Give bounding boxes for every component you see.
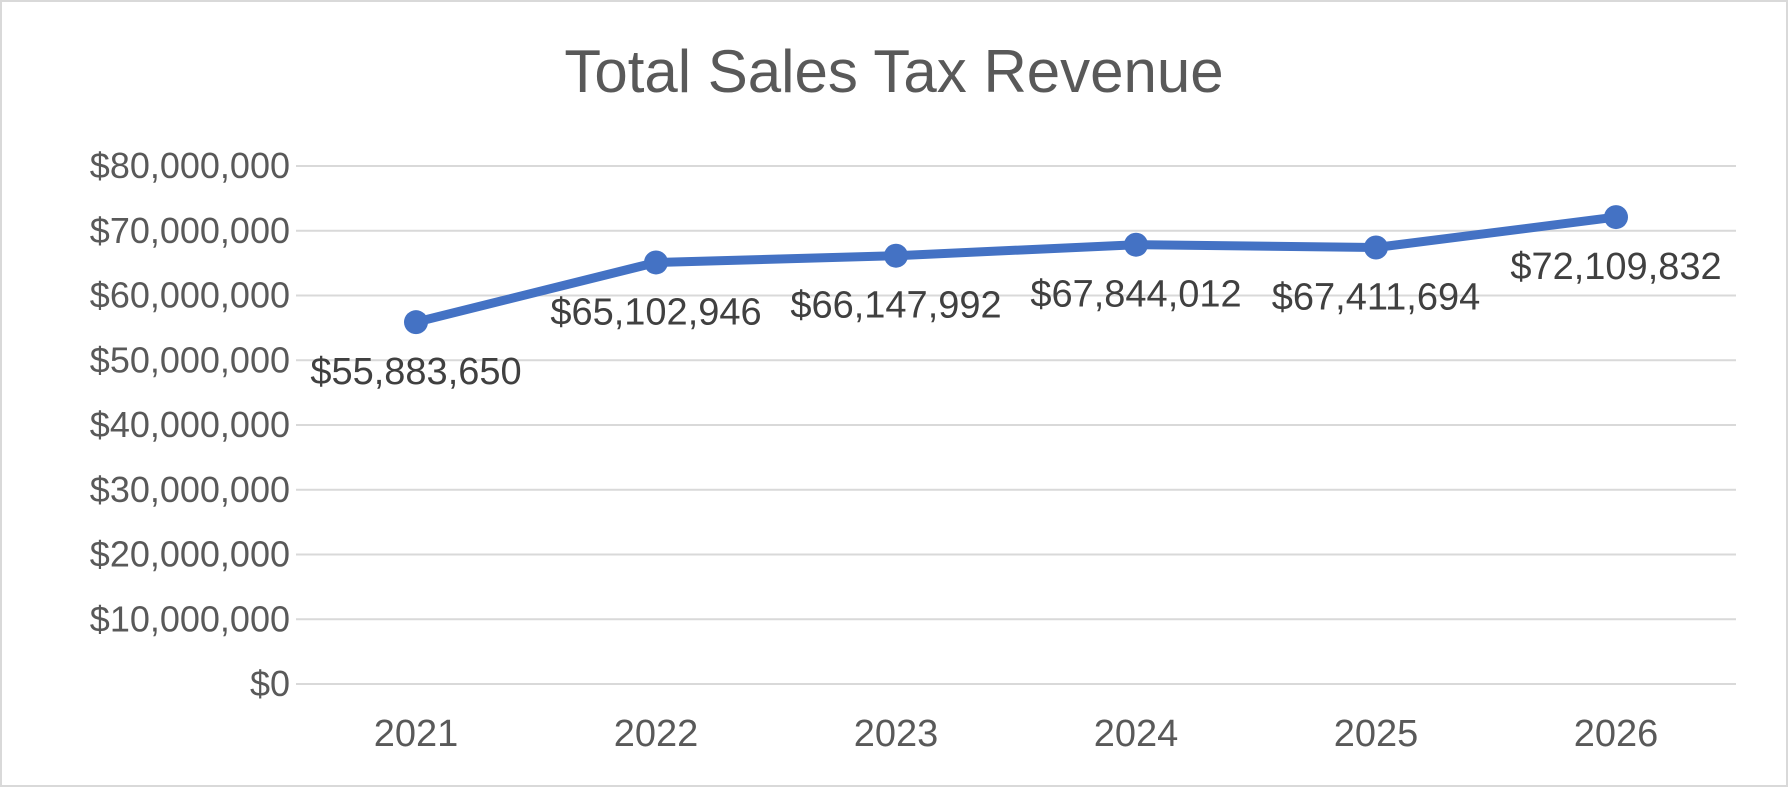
y-tick-label: $70,000,000	[90, 210, 290, 251]
series-line-layer	[411, 212, 1621, 327]
data-point	[404, 310, 428, 335]
y-tick-label: $30,000,000	[90, 469, 290, 510]
data-label: $55,883,650	[310, 351, 521, 393]
data-points	[404, 205, 1628, 335]
y-tick-label: $60,000,000	[90, 275, 290, 316]
data-point	[884, 243, 908, 268]
y-tick-label: $0	[250, 663, 290, 704]
data-point	[1604, 205, 1628, 230]
data-label: $65,102,946	[550, 291, 761, 333]
y-axis-tick-labels: $0 $10,000,000 $20,000,000 $30,000,000 $40,0…	[90, 145, 290, 704]
x-tick-label: 2022	[614, 713, 699, 755]
data-label: $67,844,012	[1030, 274, 1241, 316]
data-point	[1364, 235, 1388, 260]
data-labels: $55,883,650 $65,102,946 $66,147,992 $67,844…	[310, 246, 1721, 393]
data-point	[644, 250, 668, 275]
data-label: $72,109,832	[1510, 246, 1721, 288]
chart-title: Total Sales Tax Revenue	[564, 38, 1223, 105]
x-tick-label: 2026	[1574, 713, 1659, 755]
y-tick-label: $20,000,000	[90, 534, 290, 575]
data-label: $67,411,694	[1272, 277, 1481, 319]
x-axis-tick-labels: 2021 2022 2023 2024 2025 2026	[374, 713, 1659, 755]
data-label: $66,147,992	[790, 285, 1001, 327]
y-tick-label: $10,000,000	[90, 598, 290, 639]
x-tick-label: 2021	[374, 713, 459, 755]
y-tick-label: $50,000,000	[90, 339, 290, 380]
gridlines	[296, 165, 1736, 685]
x-tick-label: 2024	[1094, 713, 1179, 755]
x-tick-label: 2025	[1334, 713, 1419, 755]
data-point	[1124, 232, 1148, 257]
y-tick-label: $40,000,000	[90, 404, 290, 445]
series-line	[411, 212, 1621, 327]
y-tick-label: $80,000,000	[90, 145, 290, 186]
x-tick-label: 2023	[854, 713, 939, 755]
